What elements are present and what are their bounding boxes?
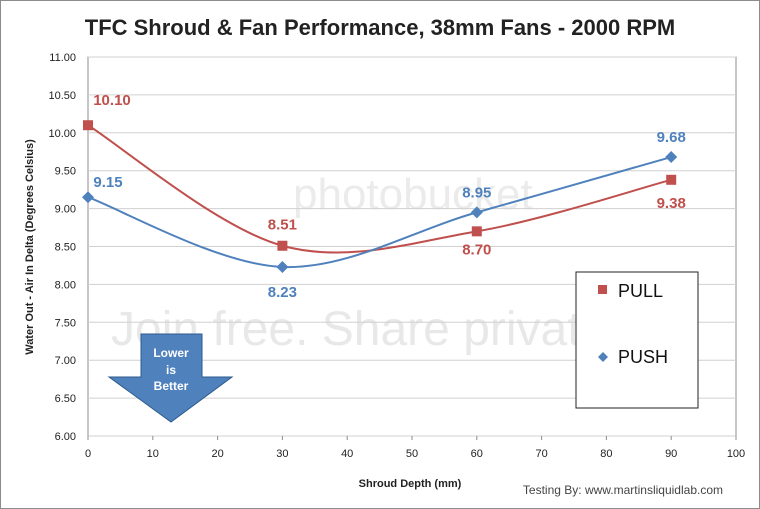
x-tick-label: 30	[276, 448, 288, 460]
y-tick-label: 10.00	[48, 128, 76, 140]
y-tick-label: 10.50	[48, 90, 76, 102]
x-tick-label: 0	[85, 448, 91, 460]
data-point-pull	[471, 226, 482, 237]
data-point-pull	[83, 120, 93, 131]
y-tick-label: 8.00	[55, 279, 76, 291]
data-label-push: 8.95	[462, 184, 491, 201]
x-tick-label: 40	[341, 448, 353, 460]
arrow-text-is: is	[166, 363, 176, 377]
legend-pull-label: PULL	[618, 281, 663, 301]
x-tick-label: 80	[600, 448, 612, 460]
chart-title: TFC Shroud & Fan Performance, 38mm Fans …	[85, 15, 675, 40]
credit-text: Testing By: www.martinsliquidlab.com	[523, 483, 723, 497]
legend: PULL PUSH	[575, 271, 699, 409]
y-tick-label: 6.50	[55, 393, 76, 405]
legend-box	[575, 271, 699, 409]
x-tick-label: 10	[147, 448, 159, 460]
series-layer	[82, 120, 678, 273]
data-point-pull	[666, 174, 677, 185]
data-label-pull: 8.51	[268, 217, 297, 234]
y-tick-label: 9.50	[55, 166, 76, 178]
data-point-push	[665, 151, 678, 164]
x-tick-label: 50	[406, 448, 418, 460]
y-tick-label: 8.50	[55, 242, 76, 254]
x-tick-label: 100	[727, 448, 745, 460]
legend-pull-marker	[598, 285, 607, 294]
data-labels-layer: 10.10 8.51 8.70 9.38 9.15 8.23 8.95 9.68	[93, 92, 686, 301]
watermark-top: photobucket	[293, 170, 533, 219]
legend-push-marker	[598, 352, 608, 362]
y-tick-label: 9.00	[55, 204, 76, 216]
data-point-pull	[277, 240, 288, 251]
y-tick-label: 7.50	[55, 317, 76, 329]
y-tick-label: 7.00	[55, 355, 76, 367]
data-label-pull: 10.10	[93, 92, 131, 109]
data-label-push: 9.15	[93, 174, 122, 191]
lower-is-better-arrow: Lower is Better	[107, 333, 234, 423]
x-axis-label: Shroud Depth (mm)	[359, 478, 462, 490]
x-tick-label: 20	[211, 448, 223, 460]
x-tick-labels: 0 10 20 30 40 50 60 70 80 90 100	[85, 448, 745, 460]
data-point-push	[470, 206, 483, 219]
series-line-push	[87, 156, 672, 268]
arrow-text-better: Better	[154, 379, 189, 393]
x-tick-label: 70	[535, 448, 547, 460]
y-tick-labels: 6.00 6.50 7.00 7.50 8.00 8.50 9.00 9.50 10.00 10.…	[48, 52, 76, 443]
y-axis-label: Water Out - Air In Delta (Degrees Celsiu…	[24, 139, 36, 355]
data-point-push	[276, 260, 289, 273]
data-label-pull: 8.70	[462, 241, 491, 258]
arrow-shape	[107, 333, 234, 423]
data-point-push	[82, 191, 94, 204]
y-tick-label: 11.00	[49, 52, 76, 64]
legend-push-label: PUSH	[618, 347, 668, 367]
data-label-pull: 9.38	[657, 195, 686, 212]
arrow-text-lower: Lower	[153, 346, 189, 360]
y-tick-label: 6.00	[55, 431, 76, 443]
data-label-push: 9.68	[657, 129, 686, 146]
data-label-push: 8.23	[268, 284, 297, 301]
x-tick-label: 60	[471, 448, 483, 460]
x-tick-label: 90	[665, 448, 677, 460]
